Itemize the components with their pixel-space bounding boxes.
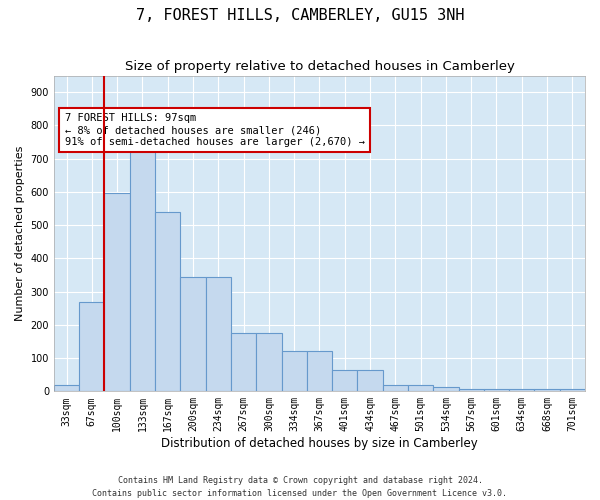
Bar (104, 193, 130, 392)
Text: 7 FOREST HILLS: 97sqm
← 8% of detached houses are smaller (246)
91% of semi-deta: 7 FOREST HILLS: 97sqm ← 8% of detached h… (65, 114, 365, 146)
Bar (535, 389, 560, 392)
X-axis label: Distribution of detached houses by size in Camberley: Distribution of detached houses by size … (161, 437, 478, 450)
Bar (130, 147, 155, 392)
Bar (458, 389, 484, 392)
Bar (408, 384, 433, 392)
Bar (509, 389, 535, 392)
Bar (307, 352, 332, 392)
Text: 7, FOREST HILLS, CAMBERLEY, GU15 3NH: 7, FOREST HILLS, CAMBERLEY, GU15 3NH (136, 8, 464, 22)
Bar (181, 278, 206, 392)
Bar (79, 302, 104, 392)
Bar (560, 389, 585, 392)
Title: Size of property relative to detached houses in Camberley: Size of property relative to detached ho… (125, 60, 514, 73)
Bar (206, 278, 231, 392)
Y-axis label: Number of detached properties: Number of detached properties (15, 146, 25, 321)
Bar (332, 370, 358, 392)
Bar (155, 212, 181, 392)
Bar (358, 370, 383, 392)
Bar (54, 384, 79, 392)
Bar (383, 384, 408, 392)
Bar (256, 333, 281, 392)
Bar (433, 388, 458, 392)
Text: Contains HM Land Registry data © Crown copyright and database right 2024.
Contai: Contains HM Land Registry data © Crown c… (92, 476, 508, 498)
Bar (281, 352, 307, 392)
Bar (231, 333, 256, 392)
Bar (484, 389, 509, 392)
